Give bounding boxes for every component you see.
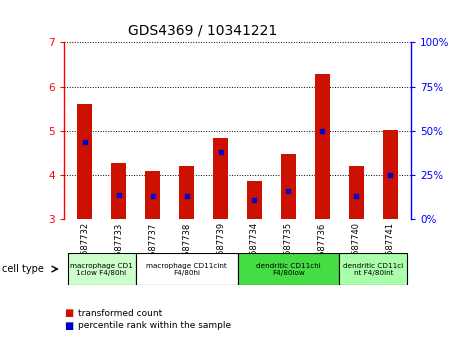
Text: cell type: cell type [2, 264, 44, 274]
Bar [145, 171, 160, 219]
Bar [135, 253, 238, 285]
Bar [111, 163, 126, 219]
Text: ■: ■ [64, 308, 73, 318]
Text: transformed count: transformed count [78, 309, 162, 318]
Bar [281, 154, 296, 219]
Text: macrophage CD11cint
F4/80hi: macrophage CD11cint F4/80hi [146, 263, 227, 275]
Text: GDS4369 / 10341221: GDS4369 / 10341221 [128, 23, 277, 37]
Bar [383, 130, 398, 219]
Bar [315, 74, 330, 219]
Bar [340, 253, 408, 285]
Text: ■: ■ [64, 321, 73, 331]
Text: dendritic CD11chi
F4/80low: dendritic CD11chi F4/80low [256, 263, 321, 275]
Bar [179, 166, 194, 219]
Text: percentile rank within the sample: percentile rank within the sample [78, 321, 231, 330]
Bar [67, 253, 135, 285]
Bar [238, 253, 340, 285]
Bar [247, 181, 262, 219]
Text: dendritic CD11ci
nt F4/80int: dendritic CD11ci nt F4/80int [343, 263, 404, 275]
Bar [213, 138, 228, 219]
Bar [349, 166, 364, 219]
Text: macrophage CD1
1clow F4/80hi: macrophage CD1 1clow F4/80hi [70, 263, 133, 275]
Bar [77, 104, 92, 219]
